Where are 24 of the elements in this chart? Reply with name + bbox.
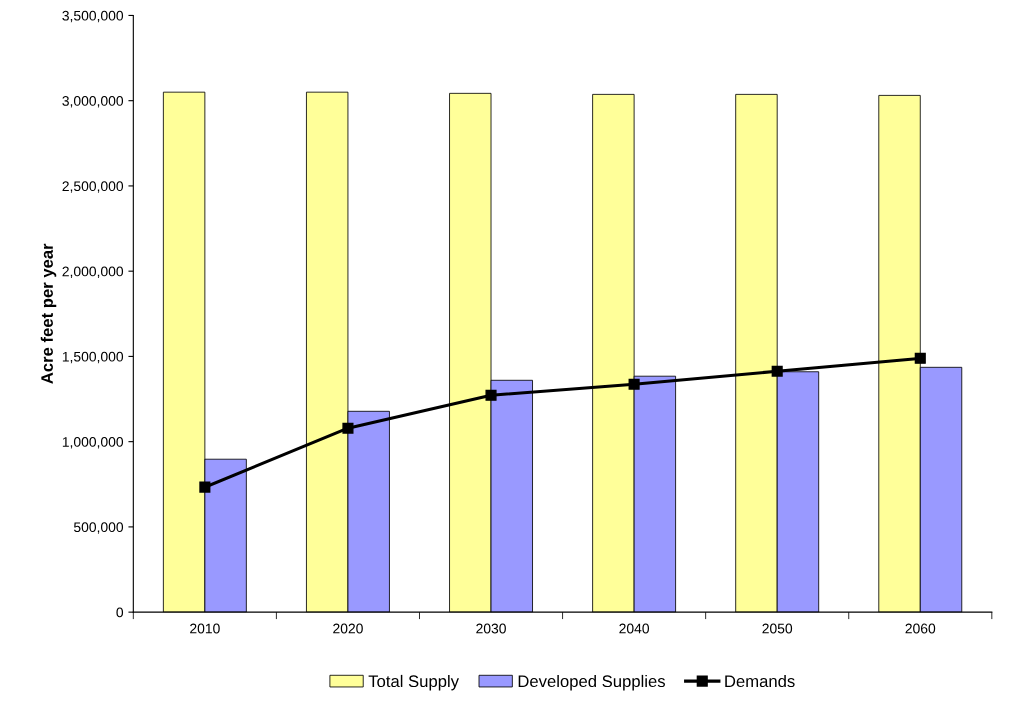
point <box>485 389 497 401</box>
legend-label: Demands <box>725 674 795 688</box>
y-tick-label: 1,000,000 <box>62 436 124 449</box>
y-tick-label: 2,500,000 <box>62 181 124 193</box>
point <box>342 422 354 434</box>
x-tick-label: 2020 <box>333 623 363 634</box>
y-tick-label: 500,000 <box>73 522 124 534</box>
point <box>771 365 783 377</box>
point <box>199 481 211 493</box>
y-tick-label: 2,000,000 <box>62 266 124 278</box>
point <box>628 378 640 390</box>
x-tick-label: 2010 <box>190 623 220 634</box>
legend-label: Total Supply <box>368 674 459 691</box>
y-tick-label: 3,500,000 <box>62 10 124 23</box>
x-tick-label: 2060 <box>905 623 936 634</box>
x-tick-label: 2030 <box>476 623 506 634</box>
y-axis-title: Acre feet per year <box>40 243 57 384</box>
y-tick-label: 1,500,000 <box>62 351 124 364</box>
point <box>914 352 926 364</box>
x-tick-label: 2050 <box>762 623 793 634</box>
legend-label: Developed Supplies <box>518 674 665 691</box>
y-tick-label: 3,000,000 <box>62 96 124 108</box>
x-tick-label: 2040 <box>619 623 650 634</box>
y-tick-label: 0 <box>116 607 124 618</box>
